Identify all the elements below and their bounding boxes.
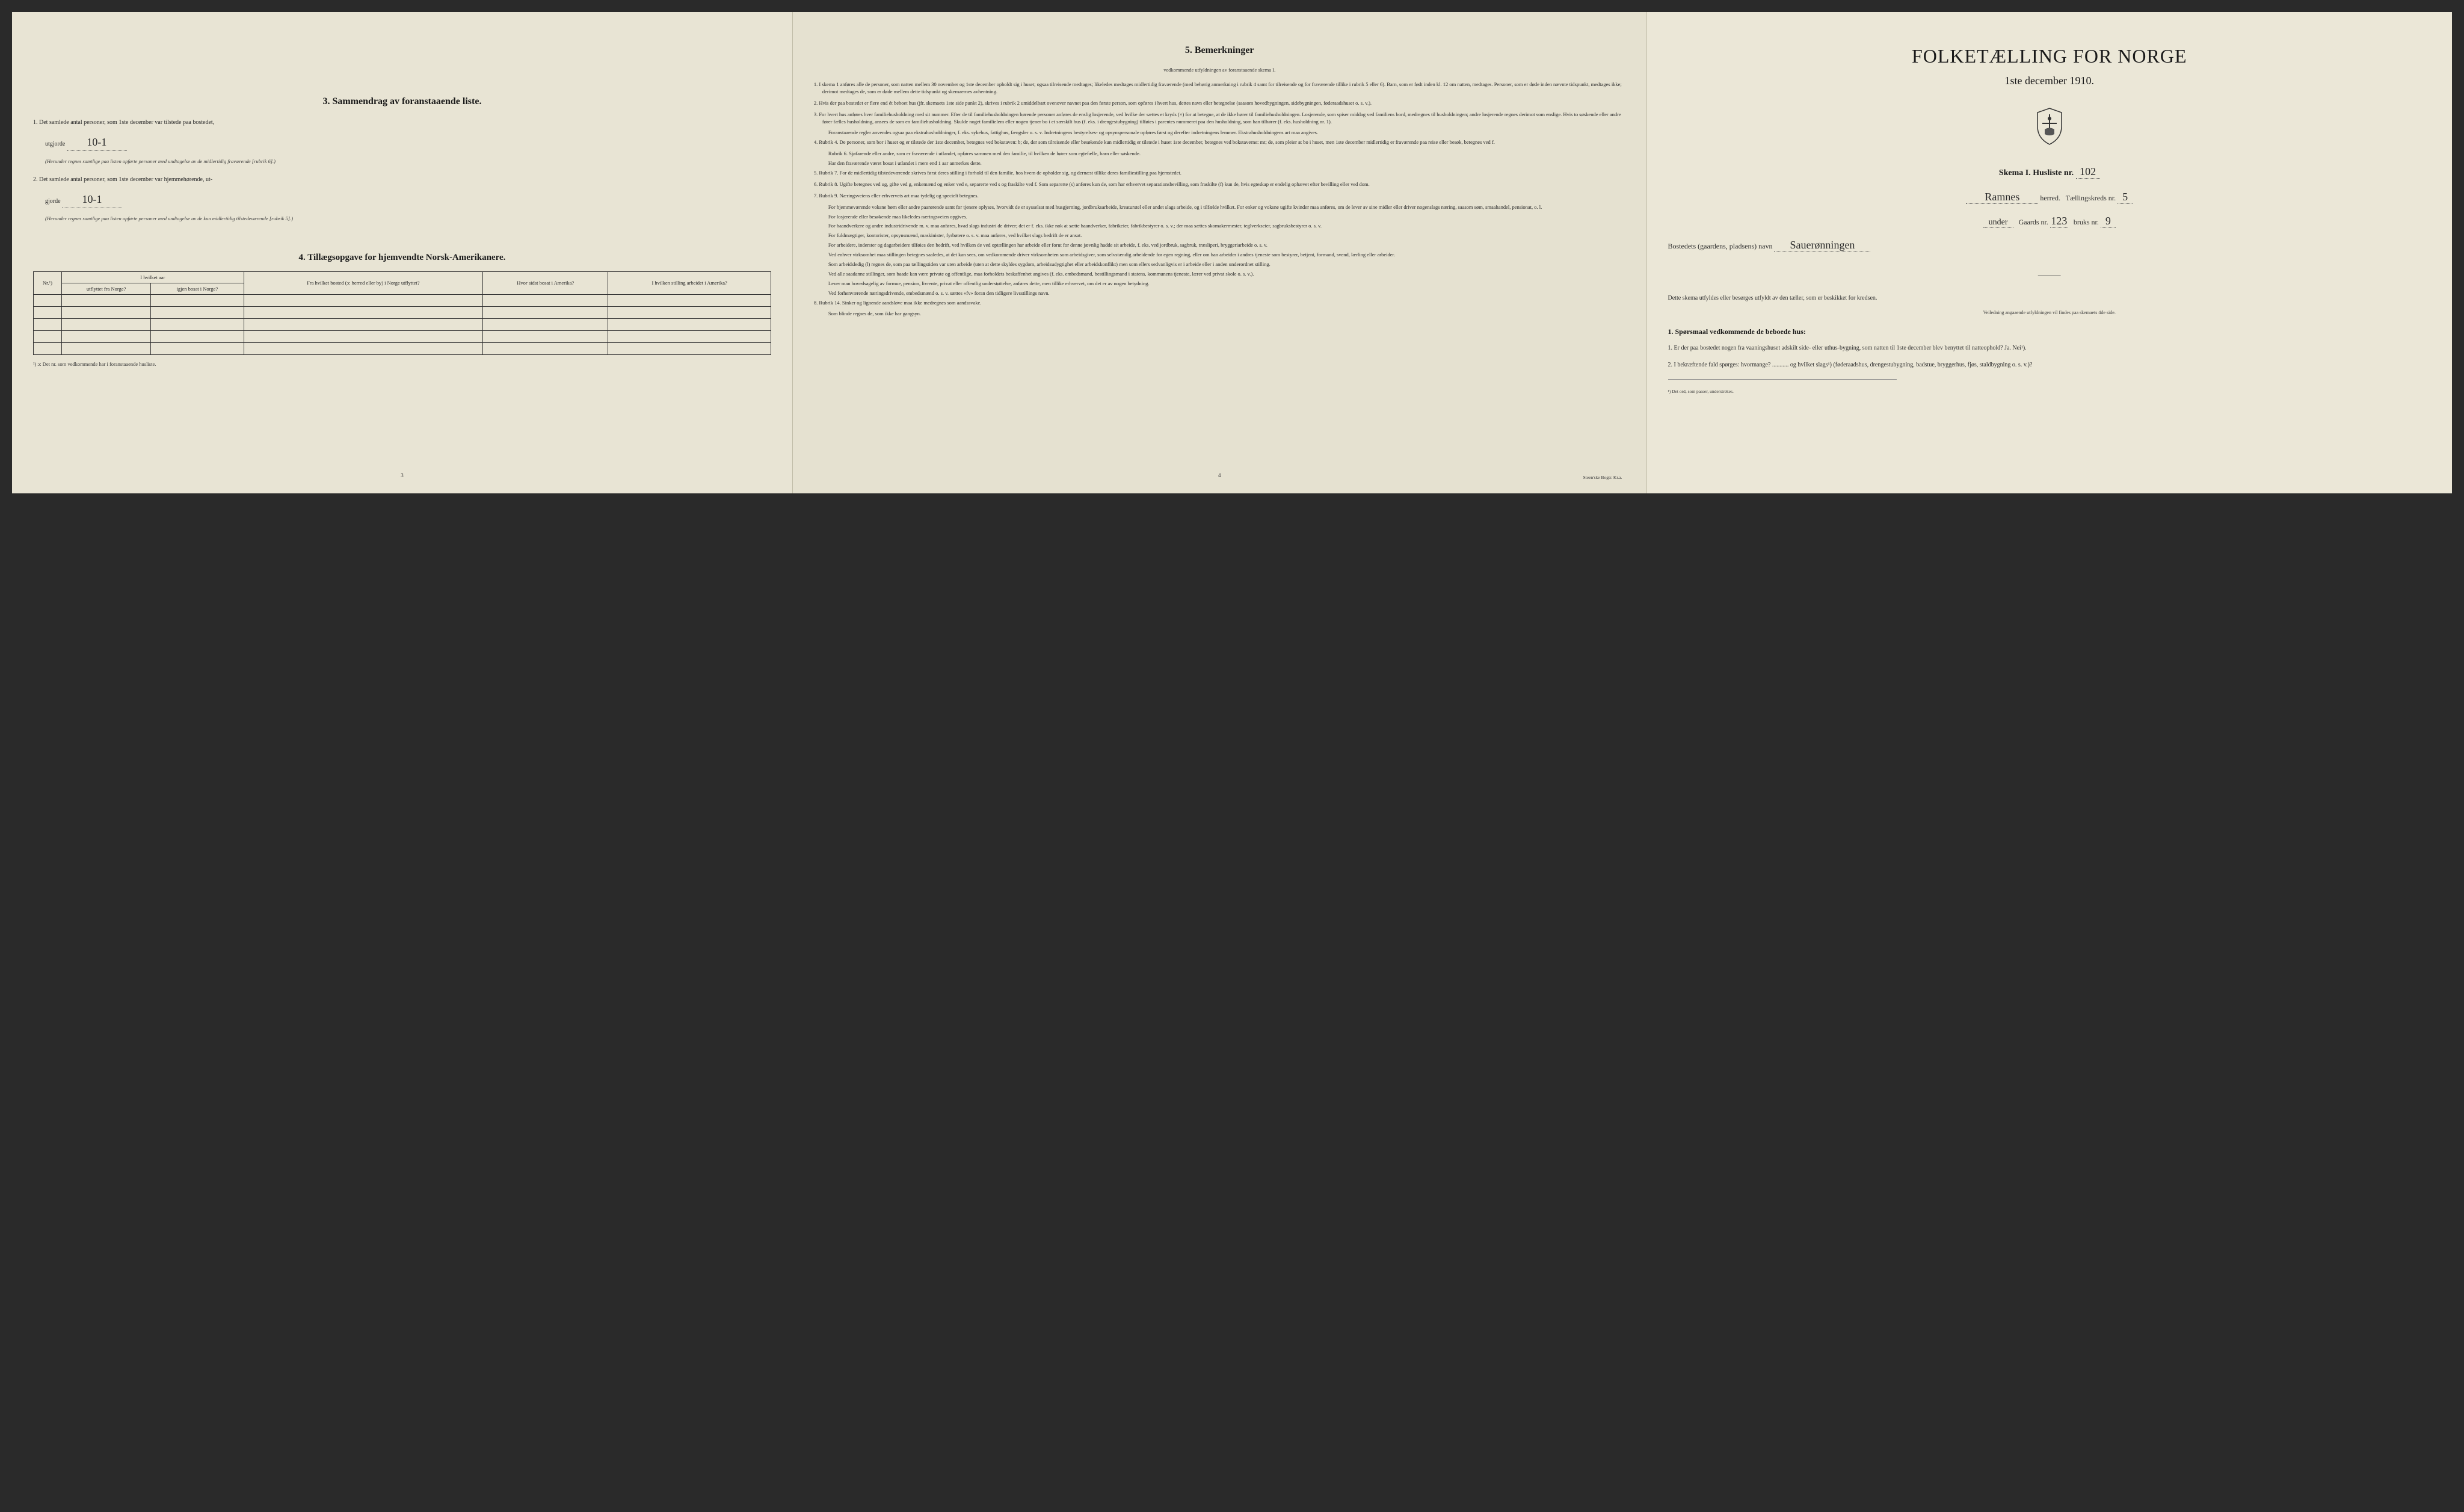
item2-value-line: gjorde 10-1	[33, 191, 771, 208]
bemerkning-item: 1. I skema 1 anføres alle de personer, s…	[814, 81, 1625, 96]
bemerkninger-title: 5. Bemerkninger	[814, 45, 1625, 56]
gaards-line: under Gaards nr. 123 bruks nr. 9	[1668, 215, 2431, 228]
divider-mark: ⸻	[1668, 267, 2431, 282]
schema-value: 102	[2076, 165, 2100, 179]
under-value: under	[1983, 218, 2013, 228]
bruks-label: bruks nr.	[2074, 218, 2099, 226]
form-table: Nr.¹) I hvilket aar Fra hvilket bosted (…	[33, 271, 771, 355]
bemerkning-sub: Som arbeidsledig (l) regnes de, som paa …	[814, 261, 1625, 268]
bemerkning-sub: Som blinde regnes de, som ikke har gangs…	[814, 310, 1625, 318]
page-number-middle: 4	[1218, 472, 1221, 478]
bemerkning-item: 5. Rubrik 7. For de midlertidig tilstede…	[814, 170, 1625, 177]
bemerkning-item: 4. Rubrik 4. De personer, som bor i huse…	[814, 139, 1625, 146]
bemerkning-sub: Ved enhver virksomhet maa stillingen bet…	[814, 251, 1625, 259]
herred-line: Ramnes herred. Tællingskreds nr. 5	[1668, 191, 2431, 204]
bemerkning-sub: For arbeidere, inderster og dagarbeidere…	[814, 242, 1625, 249]
gaards-label: Gaards nr.	[2019, 218, 2048, 226]
instruction-small: Veiledning angaaende utfyldningen vil fi…	[1668, 310, 2431, 315]
bemerkning-item: 7. Rubrik 9. Næringsveiens eller erhverv…	[814, 193, 1625, 200]
table-row	[34, 306, 771, 318]
schema-label: Skema I. Husliste nr.	[1999, 168, 2074, 177]
question-2: 2. I bekræftende fald spørges: hvormange…	[1668, 360, 2431, 370]
gaards-value: 123	[2050, 215, 2068, 228]
bemerkning-sub: Lever man hovedsagelig av formue, pensio…	[814, 280, 1625, 288]
item2-handwritten: 10-1	[62, 191, 122, 208]
page-right: FOLKETÆLLING FOR NORGE 1ste december 191…	[1647, 12, 2452, 493]
section4-heading: 4. Tillægsopgave for hjemvendte Norsk-Am…	[33, 253, 771, 263]
herred-value: Ramnes	[1966, 191, 2038, 204]
item1-text: 1. Det samlede antal personer, som 1ste …	[33, 118, 771, 127]
bemerkning-sub: For haandverkere og andre industridriven…	[814, 223, 1625, 230]
bemerkning-item: 3. For hvert hus anføres hver familiehus…	[814, 111, 1625, 126]
question-heading: 1. Spørsmaal vedkommende de beboede hus:	[1668, 327, 2431, 336]
table-row	[34, 330, 771, 342]
census-date: 1ste december 1910.	[1668, 75, 2431, 87]
bosted-line: Bostedets (gaardens, pladsens) navn Saue…	[1668, 239, 2431, 252]
bemerkning-item: 6. Rubrik 8. Ugifte betegnes ved ug, gif…	[814, 181, 1625, 188]
census-title: FOLKETÆLLING FOR NORGE	[1668, 45, 2431, 67]
taellingskreds-label: Tællingskreds nr.	[2066, 194, 2116, 202]
bemerkning-sub: Rubrik 6. Sjøfarende eller andre, som er…	[814, 150, 1625, 158]
bemerkning-sub: For hjemmeværende voksne børn eller andr…	[814, 204, 1625, 211]
herred-label: herred.	[2040, 194, 2060, 202]
th-igjen-bosat: igjen bosat i Norge?	[151, 283, 244, 294]
instruction-main: Dette skema utfyldes eller besørges utfy…	[1668, 294, 2431, 303]
th-aar-group: I hvilket aar	[62, 271, 244, 283]
bemerkninger-subtitle: vedkommende utfyldningen av foranstaaend…	[814, 67, 1625, 73]
table-body	[34, 294, 771, 354]
item1-label: utgjorde	[45, 141, 65, 147]
bemerkning-sub: Ved alle saadanne stillinger, som baade …	[814, 271, 1625, 278]
bemerkning-sub: Foranstaaende regler anvendes ogsaa paa …	[814, 129, 1625, 137]
page-number-left: 3	[401, 472, 404, 478]
bemerkning-sub: Ved forhenværende næringsdrivende, embed…	[814, 290, 1625, 297]
th-amerika-bosat: Hvor sidst bosat i Amerika?	[483, 271, 608, 294]
bemerkning-sub: Har den fraværende været bosat i utlande…	[814, 160, 1625, 167]
bosted-label: Bostedets (gaardens, pladsens) navn	[1668, 242, 1773, 250]
schema-line: Skema I. Husliste nr. 102	[1668, 165, 2431, 179]
page-middle: 5. Bemerkninger vedkommende utfyldningen…	[793, 12, 1647, 493]
item1-note: (Herunder regnes samtlige paa listen opf…	[33, 158, 771, 165]
bosted-value: Sauerønningen	[1774, 239, 1870, 252]
bemerkning-item: 2. Hvis der paa bostedet er flere end ét…	[814, 100, 1625, 107]
section3-heading: 3. Sammendrag av foranstaaende liste.	[33, 96, 771, 107]
th-nr: Nr.¹)	[34, 271, 62, 294]
bemerkning-sub: For fuldmægtiger, kontorister, opsynsmæn…	[814, 232, 1625, 239]
item1-handwritten: 10-1	[67, 134, 127, 151]
document-container: 3. Sammendrag av foranstaaende liste. 1.…	[12, 12, 2452, 493]
th-utflyttet: utflyttet fra Norge?	[62, 283, 151, 294]
footnote: ¹) Det ord, som passer, understrekes.	[1668, 389, 2431, 394]
printer-note: Steen'ske Bogtr. Kr.a.	[1583, 475, 1622, 480]
bemerkning-sub: For losjerende eller besøkende maa likel…	[814, 214, 1625, 221]
bruks-value: 9	[2101, 215, 2116, 228]
th-bosted: Fra hvilket bosted (ɔ: herred eller by) …	[244, 271, 483, 294]
th-stilling: I hvilken stilling arbeidet i Amerika?	[608, 271, 771, 294]
bemerkning-item: 8. Rubrik 14. Sinker og lignende aandslø…	[814, 300, 1625, 307]
item1-value-line: utgjorde 10-1	[33, 134, 771, 151]
taellingskreds-value: 5	[2118, 191, 2133, 204]
table-row	[34, 294, 771, 306]
coat-of-arms-icon	[1668, 105, 2431, 150]
item2-label: gjorde	[45, 198, 61, 205]
item2-note: (Herunder regnes samtlige paa listen opf…	[33, 215, 771, 223]
page-left: 3. Sammendrag av foranstaaende liste. 1.…	[12, 12, 793, 493]
bemerkninger-list: 1. I skema 1 anføres alle de personer, s…	[814, 81, 1625, 318]
question-1: 1. Er der paa bostedet nogen fra vaaning…	[1668, 344, 2431, 353]
item2-text: 2. Det samlede antal personer, som 1ste …	[33, 175, 771, 184]
table-row	[34, 318, 771, 330]
table-footnote: ¹) ɔ: Det nr. som vedkommende har i fora…	[33, 361, 771, 368]
table-row	[34, 342, 771, 354]
